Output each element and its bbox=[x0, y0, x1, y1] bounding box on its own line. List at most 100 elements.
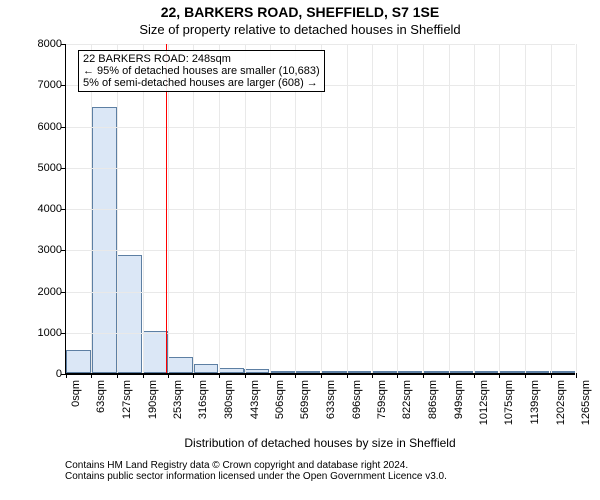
bar bbox=[194, 364, 219, 373]
y-tick-mark bbox=[61, 168, 66, 169]
x-tick-label: 253sqm bbox=[172, 380, 184, 419]
x-tick-mark bbox=[499, 373, 500, 378]
x-tick-label: 506sqm bbox=[274, 380, 286, 419]
bar bbox=[372, 371, 397, 373]
gridline-vertical bbox=[270, 44, 271, 373]
x-tick-label: 1012sqm bbox=[478, 380, 490, 425]
y-tick-mark bbox=[61, 250, 66, 251]
x-tick-mark bbox=[449, 373, 450, 378]
x-tick-label: 1202sqm bbox=[555, 380, 567, 425]
gridline-vertical bbox=[551, 44, 552, 373]
y-tick-mark bbox=[61, 292, 66, 293]
x-tick-label: 380sqm bbox=[223, 380, 235, 419]
gridline-vertical bbox=[423, 44, 424, 373]
annotation-box: 22 BARKERS ROAD: 248sqm ← 95% of detache… bbox=[78, 50, 325, 92]
gridline-vertical bbox=[193, 44, 194, 373]
bar bbox=[499, 371, 524, 373]
y-tick-label: 7000 bbox=[38, 79, 62, 91]
x-tick-mark bbox=[551, 373, 552, 378]
gridline-vertical bbox=[397, 44, 398, 373]
x-tick-label: 443sqm bbox=[249, 380, 261, 419]
x-tick-mark bbox=[372, 373, 373, 378]
x-tick-mark bbox=[245, 373, 246, 378]
x-tick-label: 633sqm bbox=[325, 380, 337, 419]
disclaimer-line-2: Contains public sector information licen… bbox=[65, 471, 447, 482]
y-tick-label: 5000 bbox=[38, 162, 62, 174]
y-tick-label: 2000 bbox=[38, 286, 62, 298]
bar bbox=[423, 371, 448, 373]
x-tick-label: 569sqm bbox=[299, 380, 311, 419]
gridline-vertical bbox=[143, 44, 144, 373]
marker-line bbox=[166, 44, 167, 373]
bar bbox=[117, 255, 142, 373]
annotation-line-3: 5% of semi-detached houses are larger (6… bbox=[83, 77, 320, 89]
x-tick-label: 63sqm bbox=[95, 380, 107, 413]
bar bbox=[346, 371, 371, 373]
x-tick-mark bbox=[193, 373, 194, 378]
x-tick-mark bbox=[474, 373, 475, 378]
x-tick-label: 759sqm bbox=[376, 380, 388, 419]
x-tick-mark bbox=[143, 373, 144, 378]
disclaimer-line-1: Contains HM Land Registry data © Crown c… bbox=[65, 460, 447, 471]
bar bbox=[397, 371, 422, 373]
x-tick-label: 949sqm bbox=[453, 380, 465, 419]
x-tick-label: 822sqm bbox=[401, 380, 413, 419]
y-tick-label: 4000 bbox=[38, 203, 62, 215]
x-tick-label: 886sqm bbox=[427, 380, 439, 419]
x-tick-mark bbox=[576, 373, 577, 378]
x-tick-mark bbox=[117, 373, 118, 378]
plot-area: 010002000300040005000600070008000 0sqm63… bbox=[65, 44, 575, 374]
bar bbox=[448, 371, 473, 373]
y-tick-mark bbox=[61, 209, 66, 210]
gridline-vertical bbox=[499, 44, 500, 373]
bar bbox=[168, 357, 193, 374]
bar bbox=[143, 331, 168, 373]
gridline-vertical bbox=[245, 44, 246, 373]
x-tick-label: 190sqm bbox=[147, 380, 159, 419]
y-tick-mark bbox=[61, 333, 66, 334]
gridline-vertical bbox=[295, 44, 296, 373]
x-tick-mark bbox=[295, 373, 296, 378]
bar bbox=[270, 371, 295, 373]
y-tick-mark bbox=[61, 85, 66, 86]
y-tick-label: 6000 bbox=[38, 121, 62, 133]
bar bbox=[321, 371, 346, 373]
x-tick-label: 1075sqm bbox=[503, 380, 515, 425]
bar bbox=[474, 371, 499, 373]
x-axis-label: Distribution of detached houses by size … bbox=[65, 436, 575, 450]
bar bbox=[524, 371, 549, 373]
annotation-line-1: 22 BARKERS ROAD: 248sqm bbox=[83, 53, 320, 65]
x-tick-mark bbox=[168, 373, 169, 378]
annotation-line-2: ← 95% of detached houses are smaller (10… bbox=[83, 65, 320, 77]
y-tick-mark bbox=[61, 44, 66, 45]
bar bbox=[550, 371, 575, 373]
gridline-vertical bbox=[474, 44, 475, 373]
x-tick-mark bbox=[525, 373, 526, 378]
bar bbox=[66, 350, 91, 373]
x-tick-mark bbox=[219, 373, 220, 378]
gridline-vertical bbox=[525, 44, 526, 373]
gridline-vertical bbox=[347, 44, 348, 373]
x-tick-label: 0sqm bbox=[70, 380, 82, 407]
x-tick-label: 127sqm bbox=[121, 380, 133, 419]
bar bbox=[295, 371, 320, 373]
gridline-vertical bbox=[91, 44, 92, 373]
y-tick-label: 1000 bbox=[38, 327, 62, 339]
y-tick-label: 3000 bbox=[38, 244, 62, 256]
x-tick-label: 316sqm bbox=[197, 380, 209, 419]
x-tick-label: 1265sqm bbox=[580, 380, 592, 425]
gridline-vertical bbox=[372, 44, 373, 373]
bar bbox=[244, 369, 269, 373]
gridline-vertical bbox=[321, 44, 322, 373]
x-tick-mark bbox=[66, 373, 67, 378]
y-tick-mark bbox=[61, 127, 66, 128]
x-tick-mark bbox=[321, 373, 322, 378]
x-tick-mark bbox=[270, 373, 271, 378]
gridline-vertical bbox=[449, 44, 450, 373]
x-tick-label: 1139sqm bbox=[529, 380, 541, 424]
chart-container: Number of detached properties 0100020003… bbox=[0, 0, 600, 464]
gridline-vertical bbox=[168, 44, 169, 373]
x-tick-mark bbox=[423, 373, 424, 378]
y-tick-label: 8000 bbox=[38, 38, 62, 50]
gridline-vertical bbox=[576, 44, 577, 373]
